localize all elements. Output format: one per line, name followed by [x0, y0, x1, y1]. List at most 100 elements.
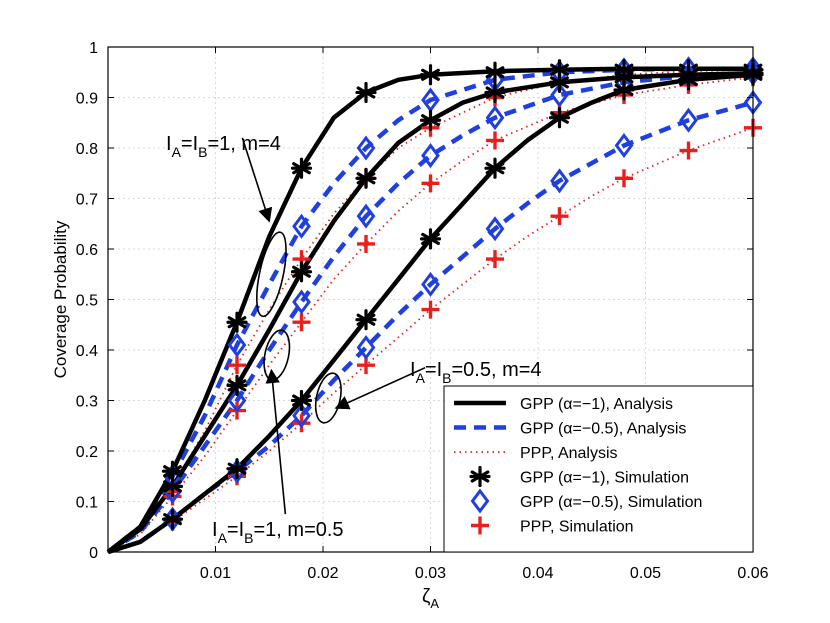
sim-point-group3-gpp-alpha-1 — [355, 309, 377, 331]
annotation-label-rest: =1, m=4 — [208, 133, 281, 155]
analysis-line-group2-gpp-alpha-0.5 — [106, 71, 754, 554]
y-tick-label: 0.3 — [76, 394, 98, 411]
annotation-label-sub1: A — [218, 530, 228, 546]
sim-point-group2-gpp-alpha-1 — [355, 167, 377, 189]
annotation-label-rest: =0.5, m=4 — [452, 359, 542, 381]
sim-point-group3-ppp — [679, 141, 698, 160]
sim-point-group2-gpp-alpha-0.5 — [550, 82, 569, 108]
annotation-label-eq: =I — [227, 519, 244, 541]
marker-layer — [161, 56, 764, 532]
annotation-layer: IA=IB=1, m=4IA=IB=1, m=0.5IA=IB=0.5, m=4 — [166, 133, 542, 546]
sim-point-group1-ppp — [228, 356, 246, 375]
annotation-label-sub2: B — [198, 144, 207, 160]
annotation-label-base: I — [410, 359, 416, 381]
annotation-label-base: I — [212, 519, 218, 541]
annotation-label: IA=IB=0.5, m=4 — [410, 359, 542, 386]
annotation-label-sub2: B — [244, 530, 253, 546]
sim-point-group1-gpp-alpha-1 — [226, 311, 248, 333]
legend-marker-sample — [469, 465, 491, 488]
annotation-label: IA=IB=1, m=0.5 — [212, 519, 344, 546]
sim-point-group3-gpp-alpha-0.5 — [421, 271, 440, 297]
sim-point-group3-gpp-alpha-1 — [226, 458, 248, 480]
sim-point-group1-gpp-alpha-1 — [161, 460, 184, 482]
y-tick-label: 0.7 — [76, 192, 98, 209]
sim-point-group2-gpp-alpha-1 — [548, 71, 571, 93]
x-tick-label: 0.02 — [307, 565, 338, 582]
sim-point-group3-ppp — [421, 300, 440, 319]
annotation-label-sub1: A — [172, 144, 182, 160]
x-tick-label: 0.06 — [737, 565, 768, 582]
sim-point-group3-gpp-alpha-0.5 — [356, 334, 376, 360]
y-tick-label: 0.6 — [76, 242, 98, 259]
legend-label: GPP (α=−0.5), Simulation — [520, 494, 702, 511]
sim-point-group3-gpp-alpha-1 — [484, 157, 506, 179]
sim-point-group3-gpp-alpha-0.5 — [485, 216, 505, 242]
annotation-label-sub1: A — [416, 370, 426, 386]
legend-marker-sample — [470, 488, 490, 514]
sim-point-group1-gpp-alpha-0.5 — [292, 213, 311, 239]
y-tick-label: 0.5 — [76, 293, 98, 310]
x-axis-label-main: ζ — [422, 586, 431, 607]
sim-point-group2-ppp — [421, 174, 440, 193]
sim-point-group2-gpp-alpha-1 — [161, 475, 184, 497]
y-tick-label: 0.4 — [76, 343, 98, 360]
sim-point-group2-gpp-alpha-0.5 — [485, 105, 505, 131]
legend-box — [443, 385, 754, 553]
annotation-ellipse — [255, 231, 287, 318]
sim-point-group1-gpp-alpha-1 — [419, 64, 442, 86]
annotation-arrow — [334, 366, 426, 410]
x-tick-label: 0.01 — [200, 565, 231, 582]
legend-label: GPP (α=−0.5), Analysis — [520, 421, 686, 438]
sim-point-group3-gpp-alpha-0.5 — [679, 107, 698, 133]
sim-point-group2-gpp-alpha-0.5 — [356, 203, 376, 229]
sim-point-group2-gpp-alpha-0.5 — [227, 388, 247, 413]
annotation-label-eq: =I — [425, 359, 442, 381]
y-tick-label: 0.8 — [76, 141, 98, 158]
sim-point-group2-ppp — [357, 234, 375, 253]
sim-point-group1-gpp-alpha-0.5 — [227, 332, 247, 358]
sim-point-group2-gpp-alpha-0.5 — [421, 143, 440, 169]
annotation-label-rest: =1, m=0.5 — [254, 519, 344, 541]
x-axis-label: ζA — [422, 586, 439, 611]
annotation-label-base: I — [166, 133, 172, 155]
y-tick-label: 0.1 — [76, 495, 98, 512]
sim-point-group3-gpp-alpha-0.5 — [550, 168, 569, 194]
x-tick-label: 0.05 — [630, 565, 661, 582]
analysis-line-group3-gpp-alpha-1 — [107, 72, 754, 555]
legend-label: PPP, Simulation — [520, 519, 634, 536]
sim-point-group2-ppp — [486, 131, 504, 150]
annotation-label: IA=IB=1, m=4 — [166, 133, 281, 160]
sim-point-group1-gpp-alpha-0.5 — [356, 135, 376, 161]
sim-point-group3-gpp-alpha-1 — [290, 389, 313, 412]
series-layer — [106, 66, 754, 555]
analysis-line-group1-gpp-alpha-1 — [106, 66, 753, 554]
sim-point-group3-gpp-alpha-1 — [677, 69, 700, 91]
y-axis-label: Coverage Probability — [51, 220, 70, 378]
sim-point-group3-ppp — [550, 207, 569, 226]
sim-point-group3-ppp — [615, 169, 633, 188]
sim-point-group2-gpp-alpha-1 — [226, 374, 248, 396]
sim-point-group2-gpp-alpha-1 — [290, 261, 313, 283]
sim-point-group3-ppp — [486, 250, 504, 269]
sim-point-group1-gpp-alpha-1 — [484, 61, 506, 83]
sim-point-group2-ppp — [292, 313, 311, 332]
legend-label: PPP, Analysis — [520, 445, 618, 462]
sim-point-group1-gpp-alpha-1 — [355, 81, 377, 104]
x-tick-label: 0.03 — [415, 565, 446, 582]
sim-point-group3-gpp-alpha-1 — [161, 508, 184, 530]
analysis-line-group3-gpp-alpha-0.5 — [107, 100, 754, 555]
sim-point-group3-gpp-alpha-0.5 — [614, 132, 634, 158]
sim-point-group2-gpp-alpha-1 — [484, 81, 506, 104]
analysis-line-group3-ppp — [107, 126, 754, 553]
legend-label: GPP (α=−1), Analysis — [520, 396, 673, 413]
annotation-label-eq: =I — [181, 133, 198, 155]
annotation-arrow — [241, 137, 273, 223]
sim-point-group3-gpp-alpha-1 — [548, 107, 571, 129]
sim-point-group1-gpp-alpha-1 — [290, 157, 313, 179]
sim-point-group2-gpp-alpha-0.5 — [292, 289, 311, 315]
y-tick-label: 0 — [89, 545, 98, 562]
y-tick-label: 1 — [89, 40, 98, 57]
x-tick-label: 0.04 — [522, 565, 553, 582]
sim-point-group3-gpp-alpha-1 — [419, 228, 442, 250]
